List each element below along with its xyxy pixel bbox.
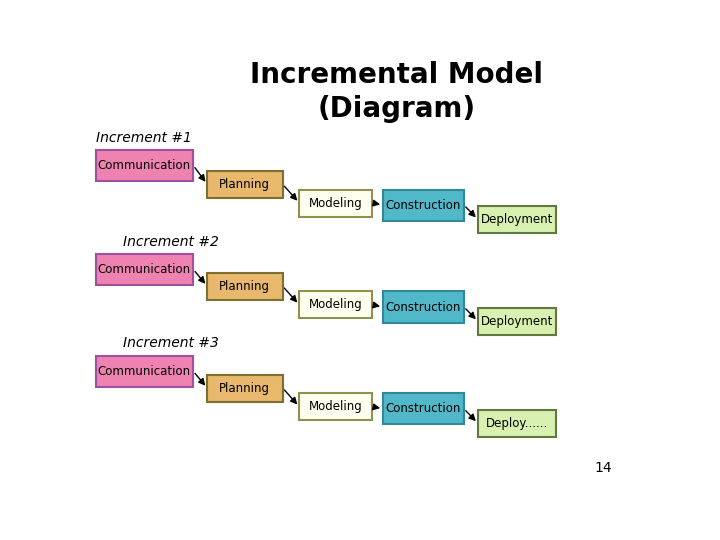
Text: Communication: Communication [98,365,191,378]
Text: Communication: Communication [98,263,191,276]
FancyBboxPatch shape [383,292,464,322]
Text: Modeling: Modeling [309,400,362,413]
FancyBboxPatch shape [300,292,372,319]
Text: Increment #1: Increment #1 [96,131,192,145]
Text: Planning: Planning [220,382,270,395]
Text: Deployment: Deployment [481,213,553,226]
Text: Incremental Model
(Diagram): Incremental Model (Diagram) [251,60,544,123]
FancyBboxPatch shape [300,190,372,217]
FancyBboxPatch shape [96,356,193,387]
FancyBboxPatch shape [207,375,282,402]
Text: 14: 14 [595,461,612,475]
Text: Modeling: Modeling [309,197,362,210]
FancyBboxPatch shape [478,410,556,437]
Text: Construction: Construction [386,199,461,212]
Text: Construction: Construction [386,402,461,415]
FancyBboxPatch shape [383,393,464,424]
FancyBboxPatch shape [207,171,282,198]
FancyBboxPatch shape [207,273,282,300]
FancyBboxPatch shape [96,150,193,181]
FancyBboxPatch shape [383,190,464,221]
Text: Increment #2: Increment #2 [124,234,220,248]
Text: Deployment: Deployment [481,315,553,328]
Text: Deploy......: Deploy...... [486,417,548,430]
FancyBboxPatch shape [96,254,193,285]
Text: Modeling: Modeling [309,299,362,312]
Text: Communication: Communication [98,159,191,172]
Text: Increment #3: Increment #3 [124,336,220,350]
FancyBboxPatch shape [300,393,372,420]
Text: Construction: Construction [386,300,461,314]
FancyBboxPatch shape [478,206,556,233]
Text: Planning: Planning [220,280,270,293]
Text: Planning: Planning [220,178,270,191]
FancyBboxPatch shape [478,308,556,335]
